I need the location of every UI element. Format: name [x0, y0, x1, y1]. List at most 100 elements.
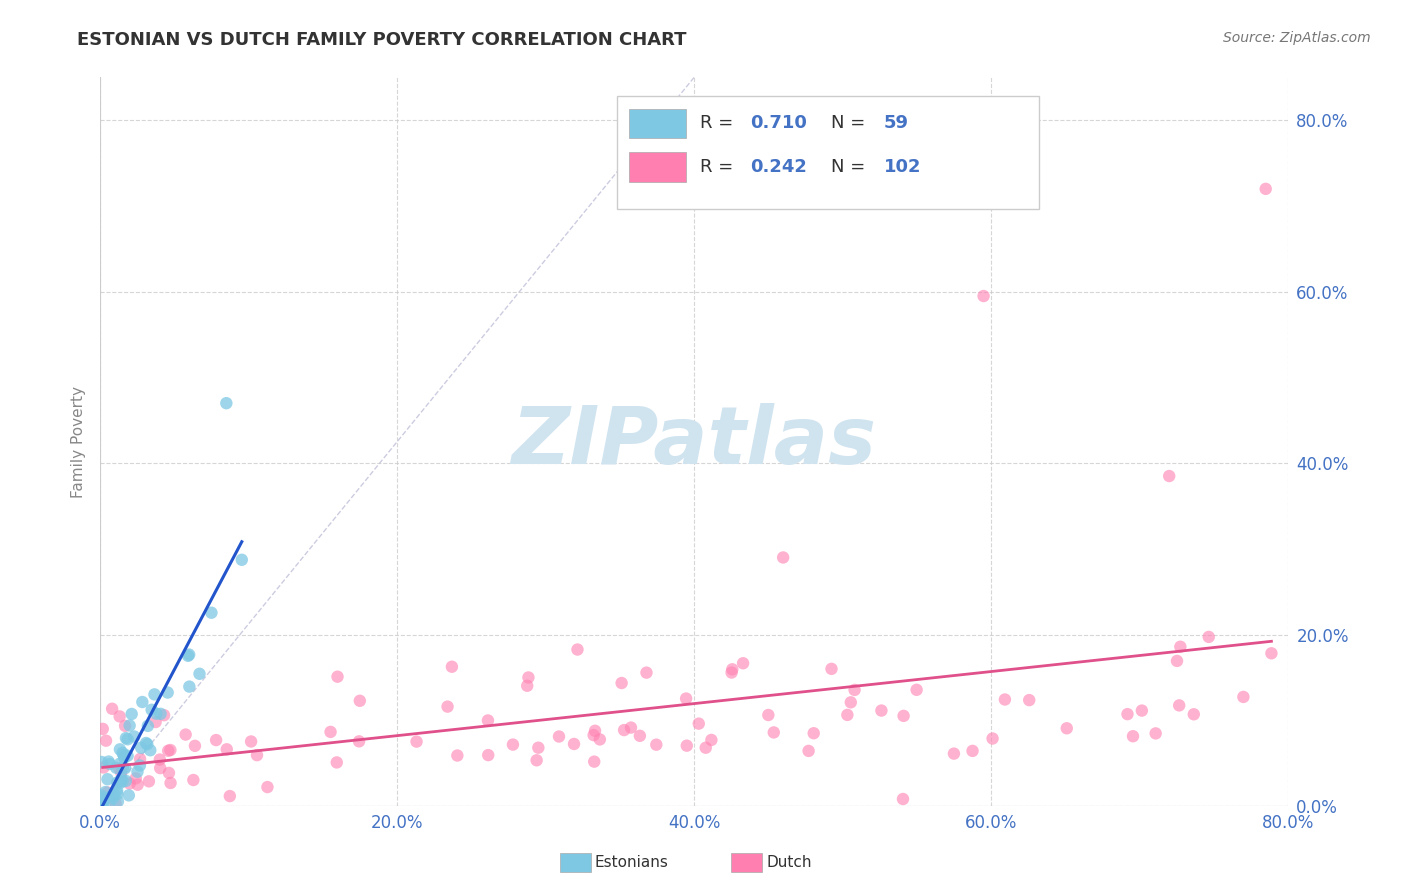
- Point: [104, 797, 127, 811]
- Point: [135, 736, 157, 750]
- Point: [567, 642, 589, 657]
- Point: [772, 550, 794, 565]
- Point: [962, 744, 984, 758]
- Point: [583, 723, 606, 738]
- Point: [905, 682, 928, 697]
- Point: [117, 732, 139, 747]
- Text: N =: N =: [831, 113, 870, 132]
- Point: [477, 714, 499, 728]
- Point: [110, 772, 132, 786]
- Point: [90, 755, 112, 769]
- Point: [100, 789, 122, 803]
- Point: [139, 743, 162, 757]
- Text: R =: R =: [700, 158, 740, 176]
- Point: [174, 728, 197, 742]
- Point: [839, 695, 862, 709]
- Text: R =: R =: [700, 113, 740, 132]
- Point: [101, 791, 124, 805]
- Point: [721, 662, 744, 676]
- Point: [1166, 654, 1188, 668]
- Point: [179, 648, 201, 662]
- Point: [628, 729, 651, 743]
- Point: [326, 670, 349, 684]
- Point: [349, 694, 371, 708]
- Point: [240, 734, 263, 748]
- Point: [128, 758, 150, 772]
- Point: [205, 733, 228, 747]
- Point: [112, 750, 135, 764]
- Point: [1130, 704, 1153, 718]
- Point: [98, 795, 121, 809]
- Point: [620, 721, 643, 735]
- Point: [347, 734, 370, 748]
- Point: [141, 703, 163, 717]
- Point: [582, 728, 605, 742]
- Point: [149, 753, 172, 767]
- Point: [688, 716, 710, 731]
- Point: [733, 657, 755, 671]
- Point: [136, 719, 159, 733]
- Point: [589, 732, 612, 747]
- Point: [179, 680, 201, 694]
- Point: [994, 692, 1017, 706]
- Point: [94, 733, 117, 747]
- Point: [1018, 693, 1040, 707]
- Point: [159, 743, 181, 757]
- Point: [1144, 726, 1167, 740]
- Point: [231, 553, 253, 567]
- Point: [105, 775, 128, 789]
- Text: Dutch: Dutch: [766, 855, 811, 870]
- Point: [107, 795, 129, 809]
- Point: [973, 289, 995, 303]
- Point: [94, 785, 117, 799]
- Point: [319, 725, 342, 739]
- Y-axis label: Family Poverty: Family Poverty: [72, 385, 86, 498]
- Point: [93, 792, 115, 806]
- Point: [502, 738, 524, 752]
- Point: [405, 734, 427, 748]
- Point: [1232, 690, 1254, 704]
- Point: [1198, 630, 1220, 644]
- Text: 0.242: 0.242: [749, 158, 807, 176]
- Point: [942, 747, 965, 761]
- Point: [105, 761, 128, 775]
- Point: [183, 772, 205, 787]
- Point: [1254, 182, 1277, 196]
- Point: [91, 790, 114, 805]
- Point: [145, 714, 167, 729]
- Point: [1182, 707, 1205, 722]
- Point: [145, 706, 167, 721]
- Point: [526, 753, 548, 767]
- FancyBboxPatch shape: [628, 109, 686, 138]
- Point: [981, 731, 1004, 746]
- Point: [256, 780, 278, 794]
- Point: [156, 685, 179, 699]
- Text: 59: 59: [884, 113, 910, 132]
- Point: [1260, 646, 1282, 660]
- Point: [97, 755, 120, 769]
- Point: [110, 765, 132, 780]
- Point: [121, 706, 143, 721]
- Point: [115, 773, 138, 788]
- Point: [803, 726, 825, 740]
- Point: [675, 691, 697, 706]
- Point: [1116, 707, 1139, 722]
- Point: [110, 775, 132, 789]
- Point: [105, 783, 128, 797]
- Point: [700, 733, 723, 747]
- Point: [159, 776, 181, 790]
- Point: [157, 766, 180, 780]
- Point: [129, 740, 152, 755]
- Point: [101, 789, 124, 803]
- Point: [111, 761, 134, 775]
- Point: [117, 748, 139, 763]
- Bar: [731, 853, 762, 872]
- Point: [184, 739, 207, 753]
- Point: [118, 776, 141, 790]
- Point: [118, 718, 141, 732]
- Point: [136, 737, 159, 751]
- Point: [96, 772, 118, 787]
- Point: [93, 760, 115, 774]
- Point: [110, 773, 132, 788]
- Point: [200, 606, 222, 620]
